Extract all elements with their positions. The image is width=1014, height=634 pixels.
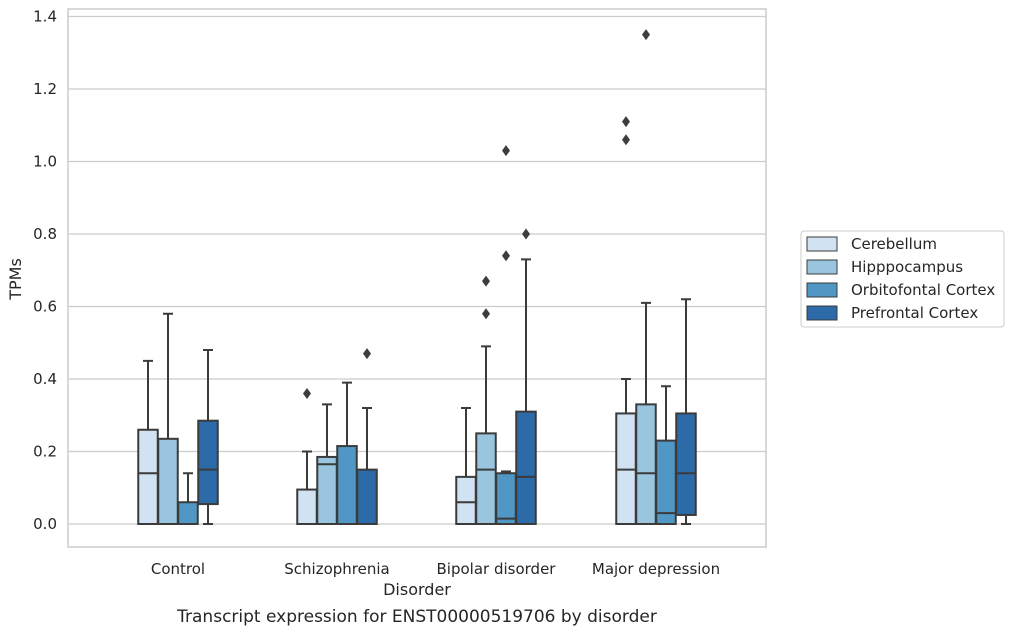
y-tick-label: 0.0: [33, 515, 57, 533]
x-tick-label: Major depression: [592, 560, 720, 578]
box: [316, 455, 338, 525]
y-tick-label: 0.2: [33, 443, 57, 461]
outlier-point: [642, 29, 650, 41]
legend-label: Cerebellum: [851, 235, 937, 253]
x-tick-label: Control: [151, 560, 205, 578]
box: [455, 475, 477, 525]
x-tick-label: Bipolar disorder: [437, 560, 557, 578]
box-plot: [495, 145, 517, 525]
box: [157, 437, 179, 525]
legend-label: Orbitofontal Cortex: [851, 281, 995, 299]
box-plot: [615, 116, 637, 525]
outlier-point: [622, 116, 630, 128]
y-tick-labels: 0.0 0.2 0.4 0.6 0.8 1.0 1.2 1.4: [33, 8, 57, 534]
box: [336, 445, 358, 525]
box: [177, 501, 199, 525]
grid-lines: [68, 15, 766, 525]
box-plot: [356, 348, 378, 525]
outlier-point: [363, 348, 371, 360]
box-plot: [655, 385, 677, 525]
y-tick-label: 1.0: [33, 153, 57, 171]
box-plot: [137, 359, 159, 525]
box-plot: [296, 388, 318, 525]
y-axis-label: TPMs: [6, 258, 25, 301]
x-axis-label: Disorder: [383, 580, 451, 599]
outlier-point: [303, 388, 311, 399]
legend-label: Prefrontal Cortex: [851, 304, 978, 322]
chart-caption: Transcript expression for ENST0000051970…: [176, 607, 657, 627]
box: [356, 468, 378, 525]
box: [495, 472, 517, 525]
outlier-point: [502, 250, 510, 262]
y-tick-label: 0.4: [33, 370, 57, 388]
box: [675, 412, 697, 516]
box: [655, 439, 677, 525]
outlier-point: [502, 145, 510, 157]
box-plot: [635, 29, 657, 525]
box: [137, 428, 159, 525]
legend-frame: [800, 230, 1005, 328]
box-plot: [336, 381, 358, 525]
box: [475, 432, 497, 525]
box-plot: [515, 228, 537, 525]
box-plot: [455, 407, 477, 525]
y-tick-label: 0.8: [33, 225, 57, 243]
box: [296, 488, 318, 525]
legend: Cerebellum Hipppocampus Orbitofontal Corte…: [800, 230, 1005, 328]
legend-swatch: [806, 305, 838, 321]
box-plot: [316, 403, 338, 525]
box-plots: [137, 29, 697, 525]
legend-swatch: [806, 236, 838, 252]
plot-area: [67, 8, 767, 548]
y-tick-label: 1.4: [33, 8, 57, 26]
x-tick-labels: Control Schizophrenia Bipolar disorder Majo…: [151, 560, 720, 578]
box-plot: [197, 349, 219, 525]
x-tick-label: Schizophrenia: [284, 560, 389, 578]
y-tick-label: 0.6: [33, 298, 57, 316]
box: [515, 410, 537, 525]
y-tick-label: 1.2: [33, 80, 57, 98]
box: [197, 419, 219, 506]
box-plot: [157, 312, 179, 525]
legend-label: Hipppocampus: [851, 258, 963, 276]
outlier-point: [522, 228, 530, 240]
outlier-point: [482, 275, 490, 287]
outlier-point: [482, 308, 490, 320]
legend-swatch: [806, 282, 838, 298]
box: [635, 403, 657, 525]
legend-swatch: [806, 259, 838, 275]
box-plot: [177, 472, 199, 525]
outlier-point: [622, 134, 630, 146]
box-plot: [675, 298, 697, 525]
box-plot: [475, 275, 497, 525]
